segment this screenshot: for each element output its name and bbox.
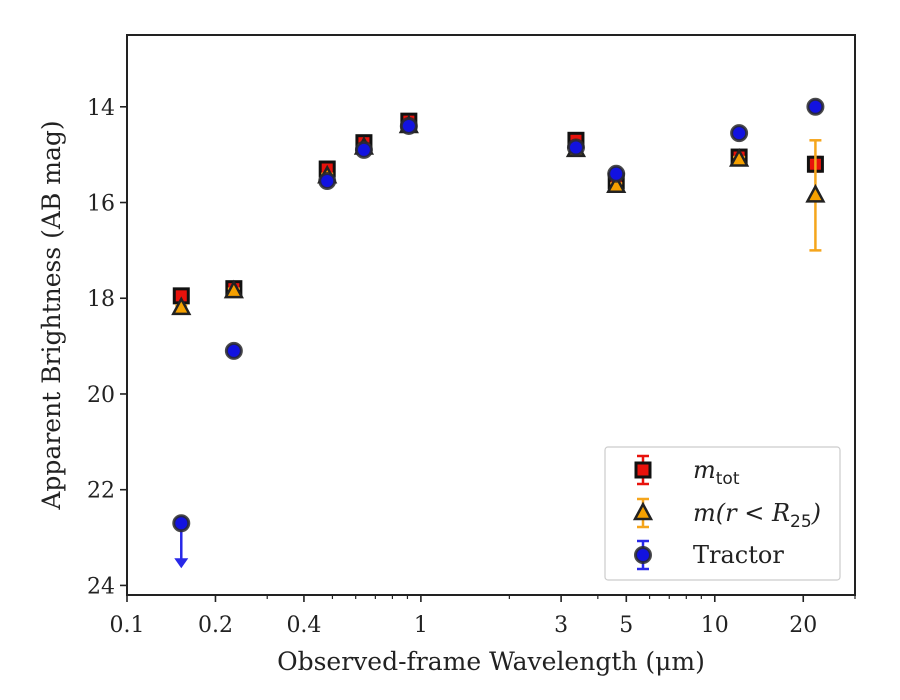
data-point: [223, 279, 244, 299]
x-tick-label: 3: [554, 613, 568, 638]
data-point: [729, 148, 750, 167]
plot-frame: [126, 34, 856, 596]
legend-marker-circle: [634, 546, 652, 564]
y-tick-label: 18: [87, 287, 115, 312]
legend-label-main: Tractor: [693, 541, 784, 569]
data-point: [805, 183, 826, 203]
x-tick-label: 20: [789, 613, 817, 638]
legend-label: Tractor: [693, 541, 784, 569]
plot-content: [171, 97, 826, 569]
x-tick-label: 0.4: [286, 613, 321, 638]
x-tick-label: 0.1: [110, 613, 145, 638]
legend-label-subscript: tot: [716, 469, 740, 489]
y-axis: 14 16 18 20 22 24: [87, 96, 127, 599]
x-tick-label: 1: [414, 613, 428, 638]
y-tick-label: 16: [87, 192, 115, 217]
legend-label-subscript: 25: [790, 512, 812, 532]
y-tick-label: 22: [87, 479, 115, 504]
x-tick-label: 0.2: [198, 613, 233, 638]
y-tick-label: 14: [87, 96, 115, 121]
x-axis-label: Observed-frame Wavelength (μm): [277, 647, 705, 676]
data-point: [318, 171, 337, 190]
data-point: [607, 164, 626, 183]
x-tick-label: 5: [619, 613, 633, 638]
data-point: [172, 514, 191, 533]
legend-label-main: m: [693, 456, 716, 484]
data-point: [171, 296, 192, 316]
legend-label-main: m(r < R: [693, 499, 790, 527]
legend-label-tail: ): [811, 499, 821, 527]
y-tick-label: 24: [87, 574, 115, 599]
x-tick-label: 10: [701, 613, 729, 638]
data-point: [354, 140, 373, 159]
legend: mtot m(r < R25) Tractor: [604, 446, 841, 581]
y-axis-label: Apparent Brightness (AB mag): [37, 120, 66, 510]
series-circle-group: [172, 97, 825, 569]
data-point: [224, 341, 243, 360]
legend-box: [604, 446, 841, 581]
upper-limit-arrow-head: [174, 558, 189, 569]
data-point: [399, 116, 418, 135]
legend-label: mtot: [693, 456, 740, 489]
legend-label: m(r < R25): [693, 499, 821, 532]
data-point: [566, 138, 585, 157]
series-triangle-group: [171, 114, 826, 316]
series-square-group: [172, 112, 824, 305]
x-axis: 0.1 0.2 0.4 1 3 5 10 20: [110, 595, 856, 638]
data-point: [806, 97, 825, 116]
legend-marker-square: [634, 461, 652, 479]
legend-marker-triangle: [632, 501, 654, 521]
y-tick-label: 20: [87, 383, 115, 408]
data-point: [730, 124, 749, 143]
data-point: [606, 174, 627, 194]
